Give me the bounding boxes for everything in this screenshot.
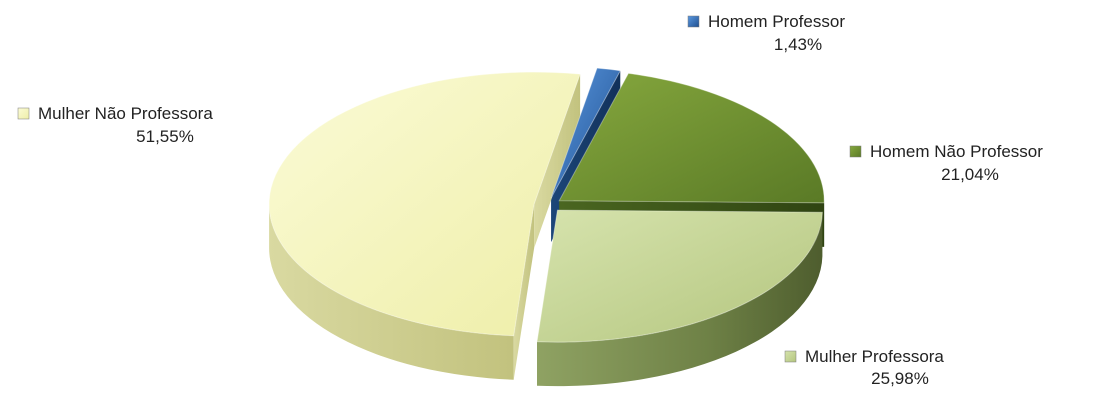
legend-swatch-mulher-professora [785,351,796,362]
slice-label-homem-nao-professor: Homem Não Professor 21,04% [850,142,1043,184]
slice-category-label: Mulher Não Professora [38,104,213,123]
slice-value-label: 25,98% [871,369,929,388]
slice-label-homem-professor: Homem Professor 1,43% [688,12,845,54]
slice-value-label: 51,55% [136,127,194,146]
legend-swatch-mulher-nao-professora [18,108,29,119]
slice-category-label: Homem Professor [708,12,845,31]
legend-swatch-homem-professor [688,16,699,27]
slice-value-label: 1,43% [774,35,822,54]
slice-label-mulher-professora: Mulher Professora 25,98% [785,347,944,388]
slice-value-label: 21,04% [941,165,999,184]
legend-swatch-homem-nao-professor [850,146,861,157]
slice-category-label: Homem Não Professor [870,142,1043,161]
slice-category-label: Mulher Professora [805,347,944,366]
slice-label-mulher-nao-professora: Mulher Não Professora 51,55% [18,104,213,146]
